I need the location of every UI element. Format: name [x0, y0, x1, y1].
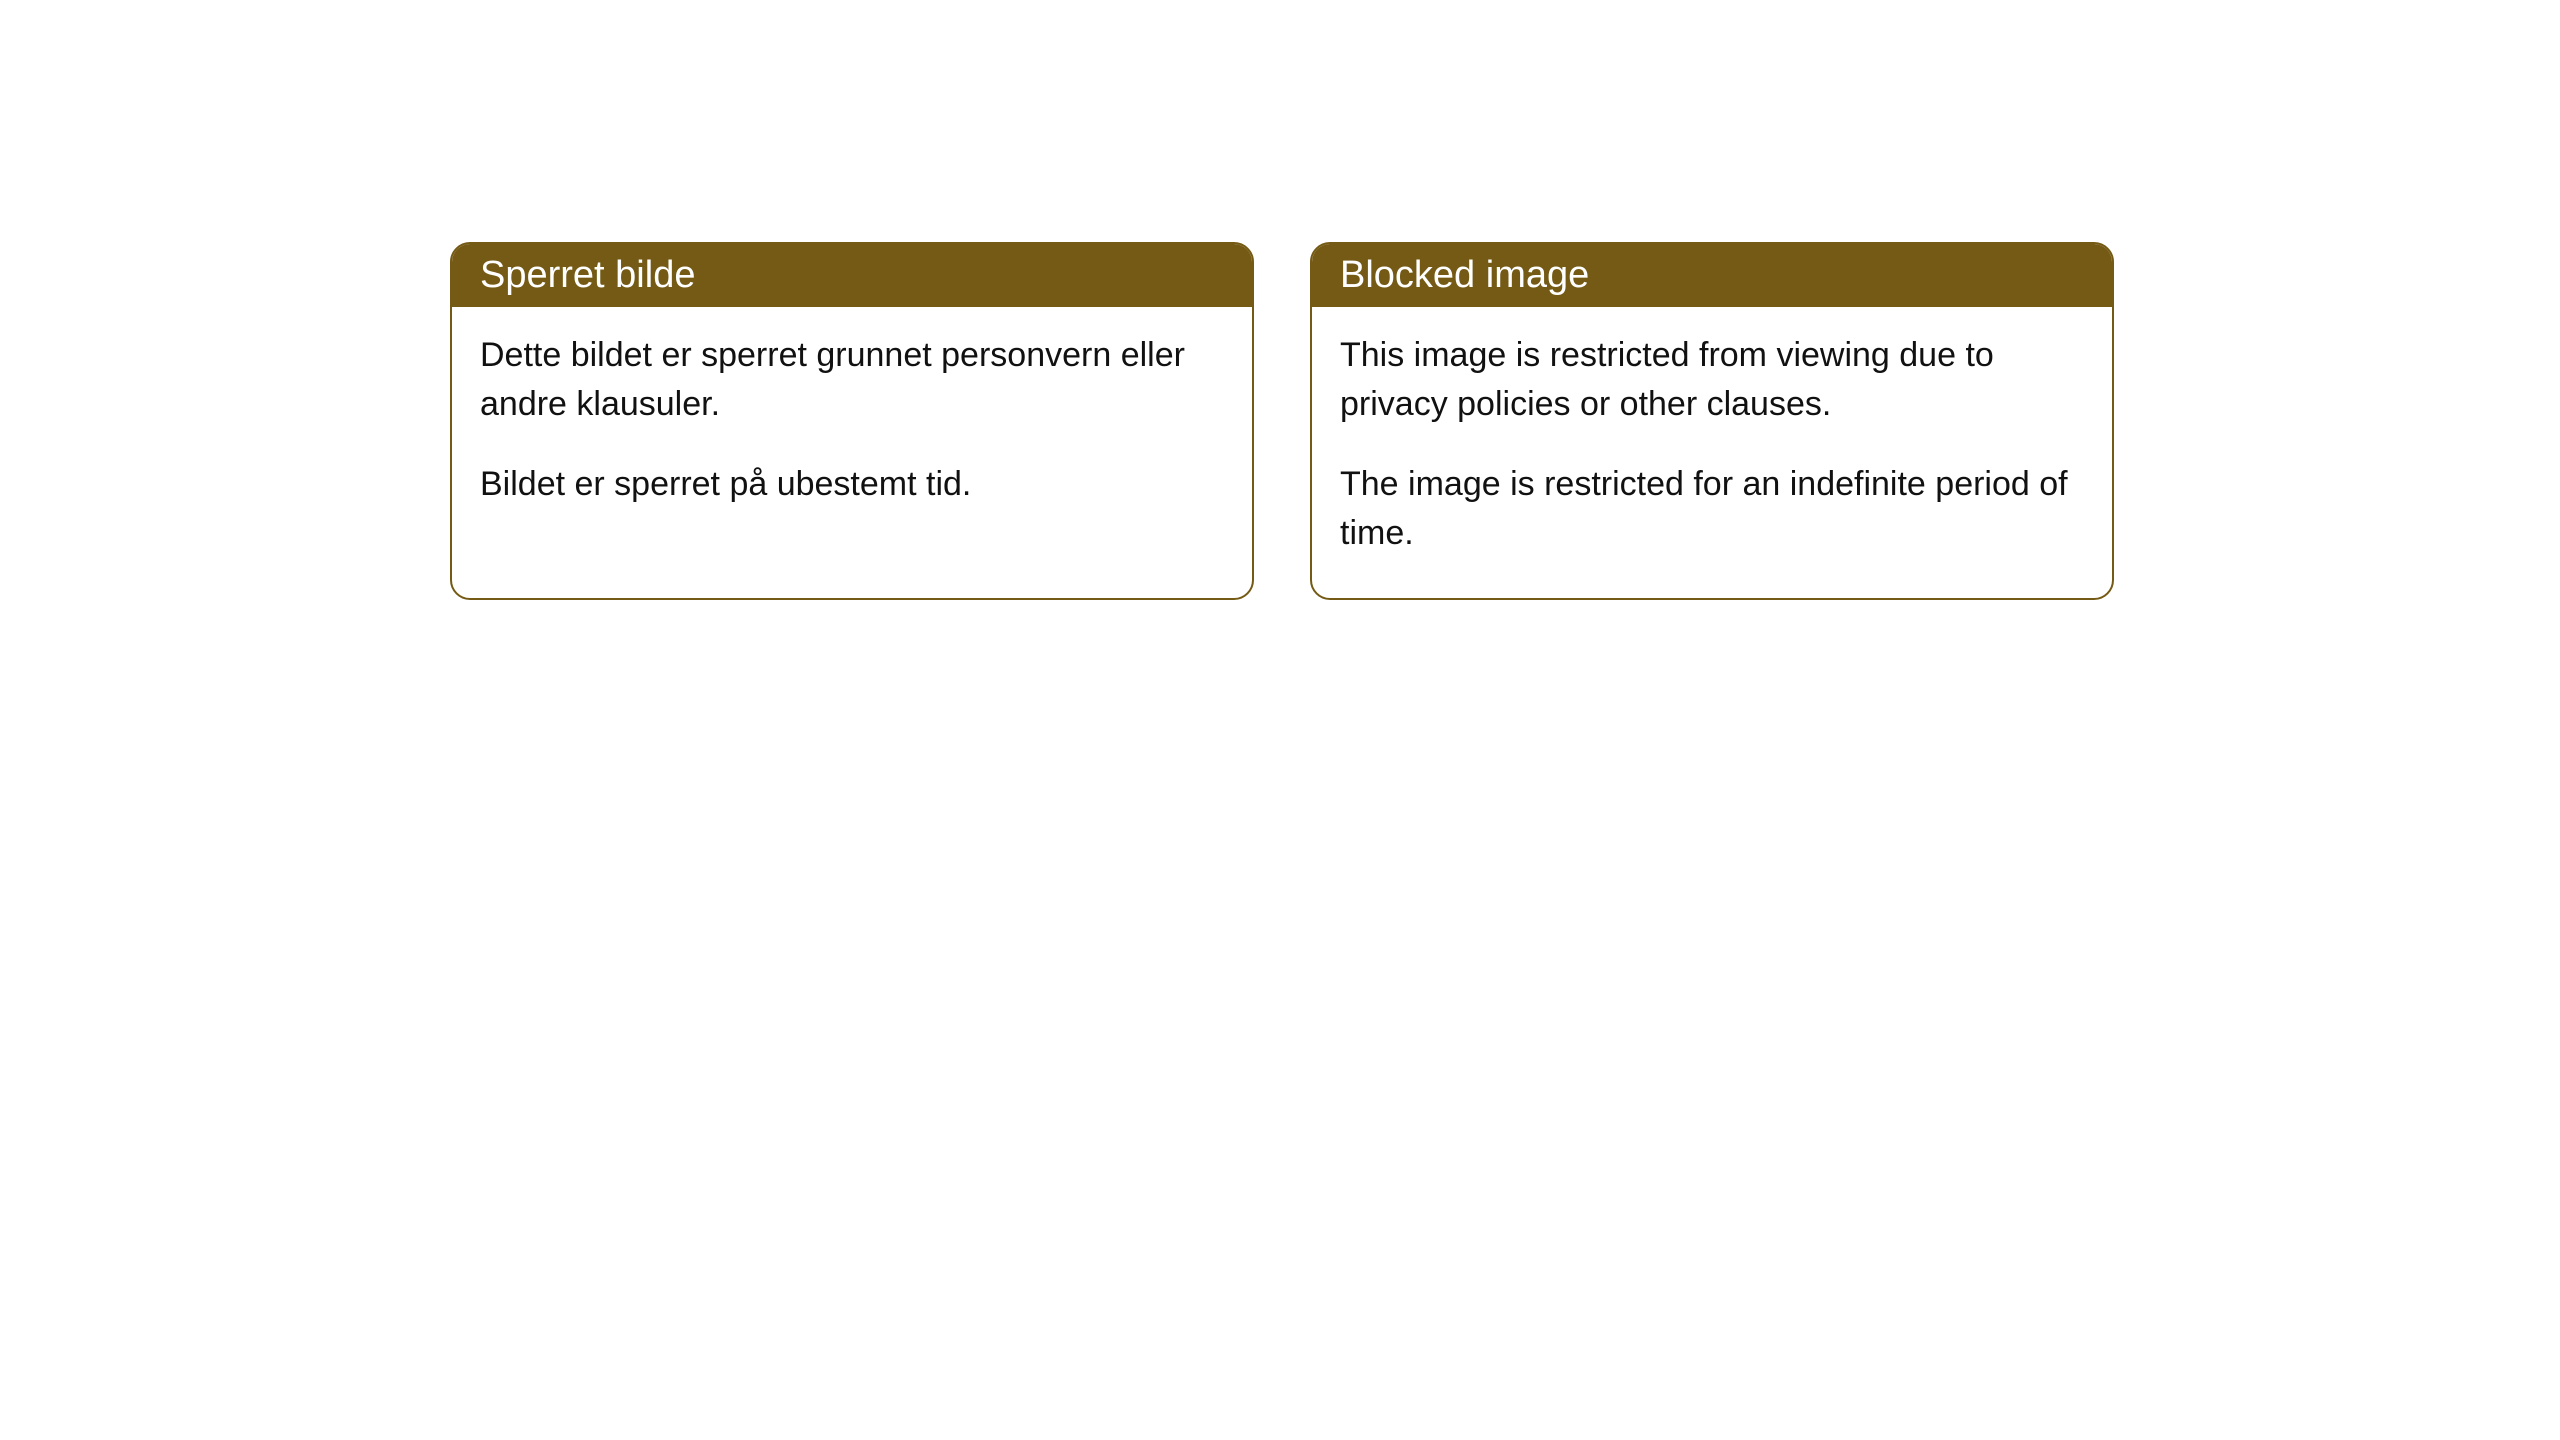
card-paragraph-2: Bildet er sperret på ubestemt tid.	[480, 460, 1224, 509]
notice-card-english: Blocked image This image is restricted f…	[1310, 242, 2114, 600]
card-body-english: This image is restricted from viewing du…	[1312, 307, 2112, 598]
notice-card-norwegian: Sperret bilde Dette bildet er sperret gr…	[450, 242, 1254, 600]
notice-container: Sperret bilde Dette bildet er sperret gr…	[0, 0, 2560, 600]
card-body-norwegian: Dette bildet er sperret grunnet personve…	[452, 307, 1252, 549]
card-paragraph-1: This image is restricted from viewing du…	[1340, 331, 2084, 430]
card-header-english: Blocked image	[1312, 244, 2112, 307]
card-paragraph-2: The image is restricted for an indefinit…	[1340, 460, 2084, 559]
card-header-norwegian: Sperret bilde	[452, 244, 1252, 307]
card-paragraph-1: Dette bildet er sperret grunnet personve…	[480, 331, 1224, 430]
